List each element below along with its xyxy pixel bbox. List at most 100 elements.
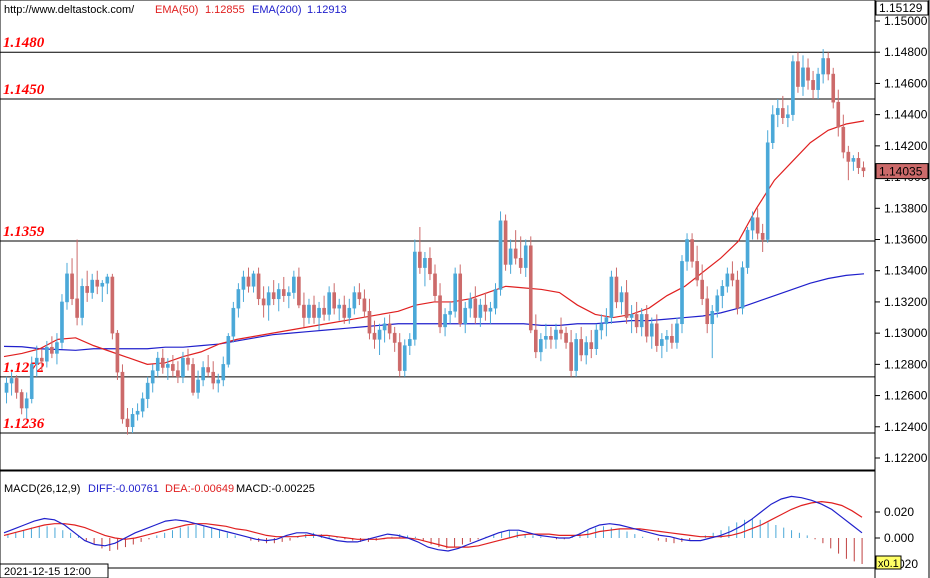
macd-title: MACD(26,12,9)	[4, 483, 80, 495]
candle-body	[397, 342, 402, 371]
ema200-line	[3, 273, 865, 351]
candle-body	[554, 329, 558, 340]
zoom-button[interactable]	[875, 555, 902, 570]
level-label: 1.1272	[3, 360, 45, 376]
candle-body	[725, 273, 730, 287]
candle-body	[599, 323, 604, 331]
candle-body	[216, 379, 221, 384]
source-url[interactable]: http://www.deltastock.com/	[4, 4, 135, 16]
candle-body	[579, 339, 583, 356]
candle-body	[574, 339, 578, 371]
candle-body	[755, 217, 760, 234]
candle-body	[14, 378, 19, 393]
candle-body	[544, 336, 548, 340]
candle-body	[594, 329, 599, 349]
levels-layer: 1.1480 1.1450 1.1359 1.1272 1.1236	[0, 35, 875, 434]
candle-body	[332, 292, 336, 309]
candle-body	[110, 276, 115, 334]
candle-body	[861, 167, 866, 172]
candle-body	[826, 58, 831, 75]
candle-body	[327, 292, 331, 315]
candle-body	[433, 273, 437, 296]
candles-layer	[4, 49, 866, 435]
candle-body	[781, 108, 785, 119]
ema200-value: 1.12913	[307, 4, 347, 16]
candle-body	[281, 289, 286, 296]
candle-body	[206, 367, 210, 373]
candle-body	[362, 298, 367, 312]
price-tick-label: 1.12200	[884, 451, 928, 465]
ema-layer	[3, 120, 865, 365]
candle-body	[796, 61, 800, 87]
level-label: 1.1480	[3, 35, 45, 51]
candle-body	[443, 314, 447, 328]
candle-body	[9, 378, 14, 384]
macd-dea: DEA:-0.00649	[165, 483, 234, 495]
candle-body	[337, 304, 342, 309]
candle-body	[171, 364, 175, 371]
candle-body	[493, 289, 498, 309]
candle-body	[791, 61, 795, 115]
candle-body	[660, 339, 664, 346]
candle-body	[342, 304, 347, 318]
candle-body	[503, 220, 508, 265]
candle-body	[90, 279, 95, 293]
candle-body	[80, 286, 84, 318]
macd-plot-frame	[0, 470, 876, 569]
candle-body	[297, 276, 301, 306]
candle-body	[856, 158, 861, 168]
candle-body	[831, 73, 836, 103]
current-price-value: 1.14035	[879, 165, 923, 179]
candle-body	[352, 292, 357, 309]
candle-body	[438, 295, 442, 328]
candle-body	[4, 382, 9, 393]
candle-body	[483, 304, 488, 312]
candle-body	[256, 273, 261, 300]
candle-body	[377, 329, 382, 340]
candle-body	[266, 292, 271, 306]
candle-body	[801, 67, 805, 87]
price-tick-label: 1.12800	[884, 357, 928, 371]
candle-body	[770, 114, 775, 143]
candle-body	[740, 267, 745, 309]
macd-diff: DIFF:-0.00761	[88, 483, 159, 495]
candle-body	[186, 357, 190, 365]
candle-body	[322, 307, 326, 315]
candle-body	[841, 126, 846, 153]
candle-body	[24, 398, 29, 409]
candle-body	[488, 307, 493, 312]
candle-body	[614, 276, 619, 303]
candle-body	[589, 342, 594, 349]
candle-body	[372, 332, 377, 340]
current-price-box	[875, 163, 929, 180]
candle-body	[135, 410, 140, 415]
candle-body	[458, 273, 463, 325]
candle-body	[95, 279, 100, 287]
candle-body	[518, 257, 523, 268]
ema50-value: 1.12855	[205, 4, 245, 16]
candle-body	[569, 342, 573, 371]
candle-body	[665, 336, 669, 340]
price-tick-label: 1.13200	[884, 295, 928, 309]
zoom-label[interactable]: x0.1	[878, 558, 899, 570]
candle-body	[166, 364, 170, 368]
candle-body	[312, 304, 316, 318]
candle-body	[811, 80, 815, 90]
price-tick-label: 1.13400	[884, 264, 928, 278]
candle-body	[19, 392, 24, 409]
candle-body	[105, 276, 110, 284]
candle-body	[604, 317, 609, 325]
candle-body	[246, 276, 251, 287]
candle-body	[307, 304, 311, 318]
candle-body	[851, 158, 856, 162]
candle-body	[528, 245, 533, 331]
candle-body	[473, 298, 478, 318]
date-label: 2021-12-15 12:00	[4, 566, 91, 578]
candle-body	[634, 314, 639, 328]
candle-body	[609, 276, 614, 318]
candle-body	[302, 304, 306, 318]
candle-body	[100, 282, 105, 287]
candle-body	[549, 336, 553, 340]
candle-body	[836, 101, 841, 128]
candle-body	[191, 364, 195, 393]
